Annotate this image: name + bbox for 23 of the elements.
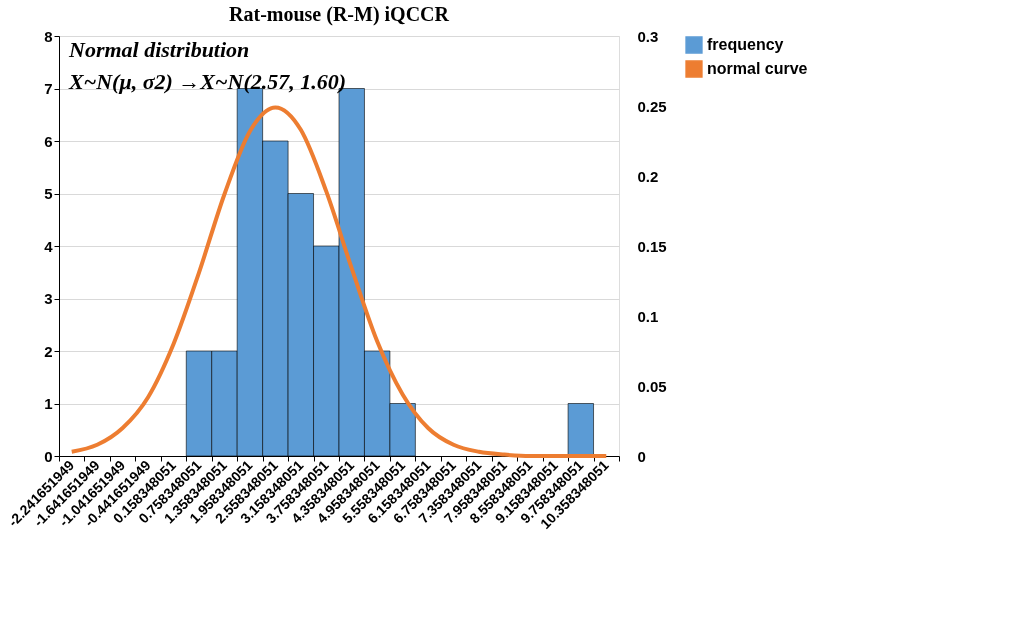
annotation: X~N(μ, σ2) →X~N(2.57, 1.60) bbox=[68, 69, 347, 94]
chart-title: Rat-mouse (R-M) iQCCR bbox=[229, 3, 450, 26]
annotation: Normal distribution bbox=[68, 37, 250, 62]
y-tick-label: 2 bbox=[44, 342, 53, 360]
y2-tick-label: 0.25 bbox=[637, 97, 667, 115]
y-tick-label: 6 bbox=[44, 132, 53, 150]
y-tick-label: 3 bbox=[44, 290, 53, 307]
y-tick-label: 8 bbox=[44, 27, 53, 45]
y2-tick-label: 0.1 bbox=[637, 307, 659, 325]
y2-tick-label: 0.3 bbox=[637, 27, 659, 45]
y-tick-label: 5 bbox=[44, 185, 53, 202]
y-tick-label: 4 bbox=[44, 237, 54, 255]
y-tick-label: 1 bbox=[44, 395, 53, 412]
bar bbox=[567, 403, 594, 457]
legend-label: normal curve bbox=[707, 60, 808, 77]
y2-tick-label: 0.2 bbox=[637, 167, 659, 185]
line-series bbox=[69, 105, 609, 458]
y-tick-label: 0 bbox=[44, 447, 53, 465]
y-tick-label: 7 bbox=[44, 80, 53, 97]
legend-label: frequency bbox=[707, 36, 784, 53]
y2-tick-label: 0 bbox=[637, 447, 646, 465]
y2-tick-label: 0.05 bbox=[637, 377, 667, 395]
y2-tick-label: 0.15 bbox=[637, 237, 667, 255]
